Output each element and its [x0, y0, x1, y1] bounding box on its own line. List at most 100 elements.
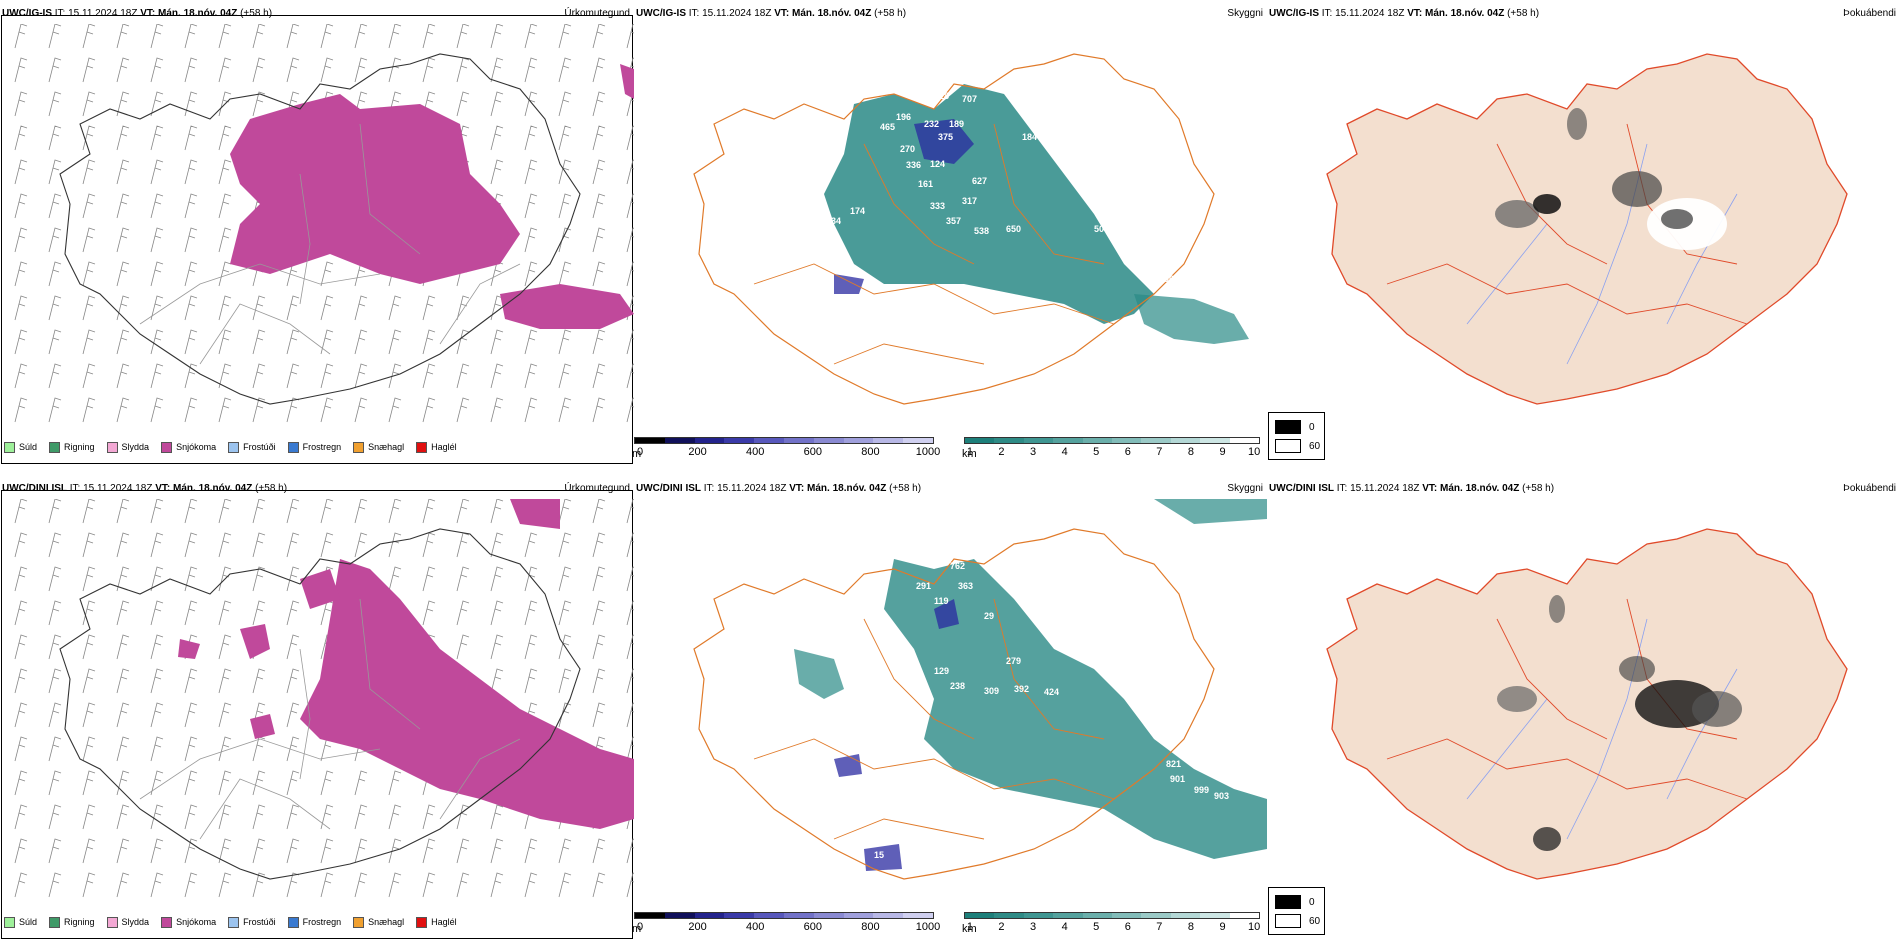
wind-barb — [524, 634, 538, 660]
wind-barb — [626, 634, 634, 660]
wind-barb — [388, 872, 402, 898]
wind-barb — [490, 668, 504, 694]
wind-barb — [592, 397, 606, 423]
wind-barb — [354, 872, 368, 898]
vt-value: Mán. 18.nóv. 04Z — [173, 483, 253, 494]
fog-blob — [1533, 194, 1561, 214]
wind-barb — [48, 261, 62, 287]
wind-barb — [150, 193, 164, 219]
precip-legend-item: Haglél — [416, 916, 457, 928]
cloud-base-label: 160 — [920, 553, 935, 563]
wind-barb — [218, 770, 232, 796]
height-scale-step — [873, 913, 904, 918]
wind-barb — [592, 227, 606, 253]
wind-barb — [286, 295, 300, 321]
wind-barb — [252, 600, 266, 626]
height-scale-step — [694, 438, 725, 443]
height-scale-tick: 1000 — [915, 446, 941, 458]
wind-barb — [82, 532, 96, 558]
precip-legend-swatch — [161, 916, 173, 928]
wind-barb — [388, 838, 402, 864]
wind-barb — [490, 91, 504, 117]
panel-header: UWC/DINI ISL IT: 15.11.2024 18Z VT: Mán.… — [636, 483, 1263, 497]
wind-barb — [116, 838, 130, 864]
wind-barb — [82, 499, 96, 524]
panel-header: UWC/IG-IS IT: 15.11.2024 18Z VT: Mán. 18… — [636, 8, 1263, 22]
cloud-base-label: 903 — [1214, 791, 1229, 801]
wind-barb — [150, 329, 164, 355]
wind-barb — [14, 193, 28, 219]
height-scale-tick: 200 — [688, 446, 707, 458]
height-scale-step — [903, 913, 933, 918]
wind-barb — [558, 499, 572, 524]
height-scale-tick: 200 — [688, 921, 707, 933]
precip-legend-label: Frostregn — [302, 917, 342, 927]
wind-barb — [184, 804, 198, 830]
wind-barb — [184, 227, 198, 253]
visibility-scale-tick: 6 — [1124, 921, 1131, 933]
wind-barb — [116, 159, 130, 185]
wind-barb — [558, 872, 572, 898]
wind-barb — [218, 329, 232, 355]
wind-barb — [150, 804, 164, 830]
cloud-base-label: 505 — [1094, 224, 1109, 234]
wind-barb — [252, 838, 266, 864]
wind-barb — [150, 159, 164, 185]
precip-legend-label: Frostregn — [302, 442, 342, 452]
wind-barb — [558, 57, 572, 83]
wind-barb — [490, 24, 504, 49]
cloud-base-label: 189 — [949, 119, 964, 129]
wind-barb — [184, 702, 198, 728]
wind-barb — [320, 499, 334, 524]
iceland-coast — [693, 528, 1215, 880]
wind-barb — [490, 159, 504, 185]
visibility-scale-tick: 10 — [1247, 921, 1261, 933]
wind-barb — [218, 261, 232, 287]
wind-barb — [218, 532, 232, 558]
wind-barb — [490, 363, 504, 389]
it-value: 15.11.2024 18Z — [1335, 8, 1405, 19]
wind-barb — [354, 24, 368, 49]
wind-barb — [14, 770, 28, 796]
wind-barb — [150, 668, 164, 694]
wind-barb — [388, 804, 402, 830]
wind-barb — [82, 193, 96, 219]
cloud-base-label: 901 — [1170, 774, 1185, 784]
wind-barb — [14, 736, 28, 762]
wind-barb — [252, 804, 266, 830]
visibility-scale-tick: 1 — [966, 446, 973, 458]
wind-barb — [82, 397, 96, 423]
cloud-base-label: 276 — [1134, 673, 1149, 683]
wind-barb — [320, 329, 334, 355]
wind-barb — [388, 770, 402, 796]
wind-barb — [218, 159, 232, 185]
fog-legend-white-swatch — [1275, 914, 1301, 928]
cloud-base-label: 270 — [900, 144, 915, 154]
fog-legend-min: 60 — [1275, 439, 1320, 453]
wind-barb — [626, 261, 634, 287]
wind-barb — [456, 600, 470, 626]
fog-panel-bottom: UWC/DINI ISL IT: 15.11.2024 18Z VT: Mán.… — [1267, 475, 1900, 950]
precip-legend-swatch — [287, 916, 299, 928]
cloud-base-label: 821 — [1166, 759, 1181, 769]
lead-time: (+58 h) — [1507, 8, 1540, 19]
wind-barb — [48, 838, 62, 864]
precip-legend-swatch — [416, 916, 428, 928]
wind-barb — [48, 532, 62, 558]
precip-legend-swatch — [49, 441, 61, 453]
height-scale-tick: 600 — [803, 446, 822, 458]
wind-barb — [558, 261, 572, 287]
wind-barb — [184, 57, 198, 83]
height-scale-tick: 400 — [746, 921, 765, 933]
fog-legend-black-swatch — [1275, 895, 1301, 909]
wind-barb — [184, 193, 198, 219]
wind-barb — [558, 566, 572, 592]
wind-barb — [490, 125, 504, 151]
it-label: IT: — [1336, 483, 1348, 494]
wind-barb — [184, 600, 198, 626]
height-scale-step — [783, 913, 814, 918]
precip-legend-item: Snæhagl — [353, 441, 404, 453]
